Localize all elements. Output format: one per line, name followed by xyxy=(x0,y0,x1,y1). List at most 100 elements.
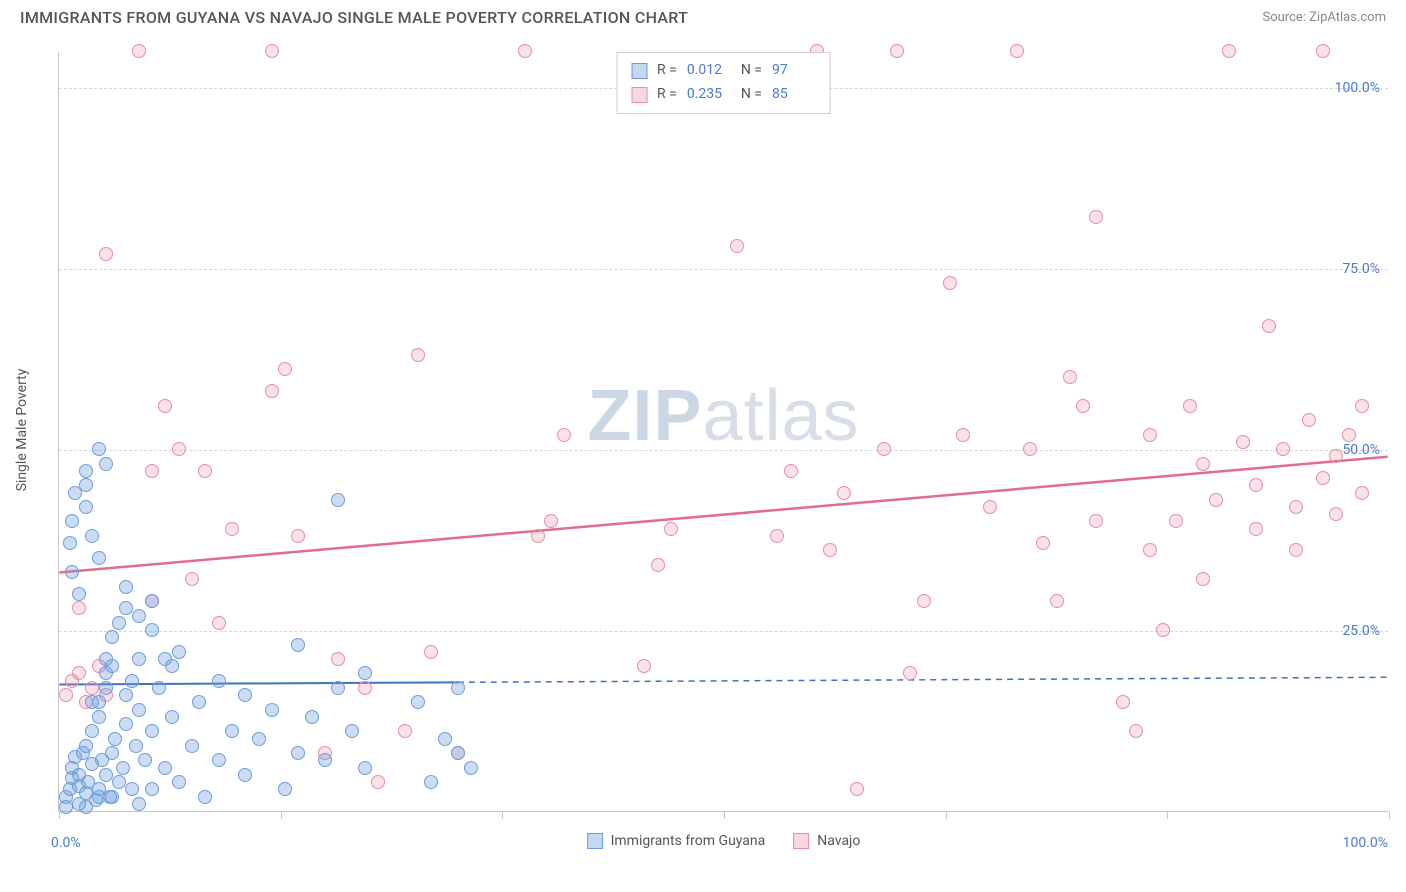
stats-row-blue: R = 0.012 N = 97 xyxy=(631,59,816,83)
scatter-point xyxy=(1010,44,1024,58)
gridline xyxy=(59,631,1388,632)
scatter-point xyxy=(145,782,159,796)
ytick-label: 75.0% xyxy=(1342,261,1380,277)
scatter-point xyxy=(956,428,970,442)
chart-plot-area: ZIPatlas R = 0.012 N = 97 R = 0.235 N = … xyxy=(58,52,1388,812)
scatter-point xyxy=(85,529,99,543)
scatter-point xyxy=(1209,493,1223,507)
scatter-point xyxy=(291,638,305,652)
chart-source: Source: ZipAtlas.com xyxy=(1262,10,1386,25)
scatter-point xyxy=(192,695,206,709)
scatter-point xyxy=(72,587,86,601)
scatter-point xyxy=(85,695,99,709)
scatter-point xyxy=(651,558,665,572)
gridline xyxy=(59,269,1388,270)
scatter-point xyxy=(1196,572,1210,586)
scatter-point xyxy=(278,362,292,376)
scatter-point xyxy=(784,464,798,478)
scatter-point xyxy=(112,616,126,630)
scatter-point xyxy=(198,464,212,478)
scatter-point xyxy=(411,348,425,362)
scatter-point xyxy=(65,565,79,579)
scatter-point xyxy=(917,594,931,608)
stat-r-label: R = xyxy=(657,59,677,83)
scatter-point xyxy=(79,500,93,514)
scatter-point xyxy=(464,761,478,775)
scatter-point xyxy=(63,536,77,550)
scatter-point xyxy=(358,761,372,775)
scatter-point xyxy=(172,775,186,789)
scatter-point xyxy=(531,529,545,543)
scatter-point xyxy=(99,247,113,261)
legend-label-pink: Navajo xyxy=(817,833,860,849)
scatter-point xyxy=(99,652,113,666)
scatter-point xyxy=(291,529,305,543)
scatter-point xyxy=(331,652,345,666)
scatter-point xyxy=(424,775,438,789)
scatter-point xyxy=(158,652,172,666)
scatter-point xyxy=(278,782,292,796)
xtick xyxy=(946,811,947,819)
scatter-point xyxy=(108,732,122,746)
scatter-point xyxy=(99,681,113,695)
scatter-point xyxy=(371,775,385,789)
scatter-point xyxy=(850,782,864,796)
scatter-point xyxy=(125,674,139,688)
scatter-point xyxy=(99,768,113,782)
legend-label-blue: Immigrants from Guyana xyxy=(611,833,766,849)
scatter-point xyxy=(1076,399,1090,413)
scatter-point xyxy=(158,399,172,413)
scatter-point xyxy=(92,442,106,456)
scatter-point xyxy=(903,666,917,680)
scatter-point xyxy=(72,601,86,615)
scatter-point xyxy=(145,623,159,637)
scatter-point xyxy=(65,514,79,528)
scatter-point xyxy=(85,681,99,695)
scatter-point xyxy=(132,797,146,811)
xtick xyxy=(1167,811,1168,819)
scatter-point xyxy=(1169,514,1183,528)
scatter-point xyxy=(358,681,372,695)
scatter-point xyxy=(116,761,130,775)
ytick-label: 25.0% xyxy=(1342,623,1380,639)
scatter-point xyxy=(92,551,106,565)
scatter-point xyxy=(125,782,139,796)
scatter-point xyxy=(105,746,119,760)
scatter-point xyxy=(890,44,904,58)
swatch-pink xyxy=(631,87,647,103)
scatter-point xyxy=(1023,442,1037,456)
xtick xyxy=(502,811,503,819)
scatter-point xyxy=(79,739,93,753)
scatter-point xyxy=(943,276,957,290)
scatter-point xyxy=(252,732,266,746)
scatter-point xyxy=(138,753,152,767)
scatter-point xyxy=(1196,457,1210,471)
scatter-point xyxy=(158,761,172,775)
trend-lines xyxy=(59,52,1388,811)
scatter-point xyxy=(212,753,226,767)
scatter-point xyxy=(305,710,319,724)
xtick xyxy=(1389,811,1390,819)
scatter-point xyxy=(823,543,837,557)
scatter-point xyxy=(1249,522,1263,536)
scatter-point xyxy=(1222,44,1236,58)
scatter-point xyxy=(185,739,199,753)
scatter-point xyxy=(544,514,558,528)
scatter-point xyxy=(59,688,73,702)
scatter-point xyxy=(212,616,226,630)
scatter-point xyxy=(291,746,305,760)
scatter-point xyxy=(92,710,106,724)
scatter-point xyxy=(1262,319,1276,333)
scatter-point xyxy=(145,724,159,738)
scatter-point xyxy=(1089,210,1103,224)
scatter-point xyxy=(79,464,93,478)
scatter-point xyxy=(358,666,372,680)
legend-swatch-pink xyxy=(793,833,809,849)
scatter-point xyxy=(238,688,252,702)
scatter-point xyxy=(198,790,212,804)
scatter-point xyxy=(119,717,133,731)
scatter-point xyxy=(331,493,345,507)
scatter-point xyxy=(1342,428,1356,442)
scatter-point xyxy=(99,457,113,471)
stat-n-pink: 85 xyxy=(772,83,816,107)
